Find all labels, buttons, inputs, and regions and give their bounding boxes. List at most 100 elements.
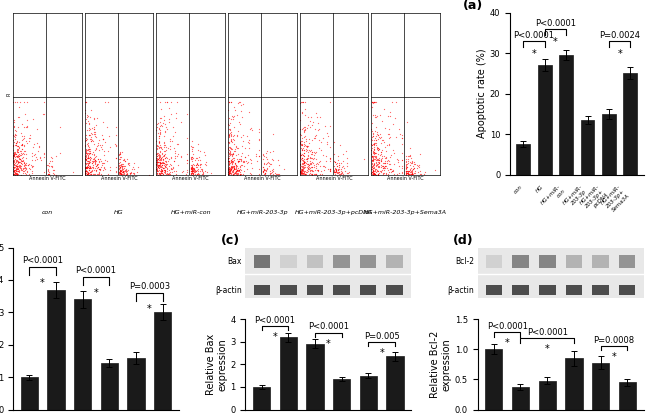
Point: [157, 162, 167, 168]
Point: [307, 163, 317, 170]
Point: [258, 167, 268, 174]
Point: [227, 115, 238, 122]
Point: [368, 171, 378, 178]
Point: [81, 165, 92, 171]
Point: [116, 168, 126, 175]
Point: [157, 169, 167, 176]
Point: [93, 140, 103, 146]
Point: [372, 145, 383, 151]
Point: [367, 133, 377, 140]
Bar: [333, 379, 350, 410]
Point: [367, 164, 377, 171]
Point: [371, 133, 382, 139]
Point: [397, 134, 408, 141]
Point: [296, 169, 306, 176]
Point: [303, 149, 313, 155]
Point: [188, 150, 199, 157]
Point: [336, 166, 346, 172]
Point: [91, 122, 101, 128]
Point: [302, 155, 312, 162]
Point: [154, 144, 164, 151]
Point: [153, 135, 164, 141]
Point: [227, 159, 237, 166]
Point: [258, 152, 268, 159]
Point: [310, 133, 320, 140]
Point: [273, 156, 283, 163]
Point: [385, 154, 395, 161]
Point: [27, 153, 37, 159]
X-axis label: Annexin V-FITC: Annexin V-FITC: [172, 176, 209, 181]
Point: [294, 169, 305, 176]
Point: [230, 169, 240, 176]
Point: [153, 163, 164, 170]
Point: [162, 155, 172, 161]
Point: [335, 141, 346, 148]
Text: *: *: [618, 49, 622, 59]
Point: [373, 160, 384, 166]
Point: [165, 169, 176, 176]
Point: [402, 119, 413, 126]
Point: [231, 167, 242, 174]
Point: [239, 158, 249, 164]
Point: [325, 144, 335, 151]
Point: [296, 147, 307, 154]
Point: [80, 168, 90, 175]
Point: [187, 170, 198, 177]
Point: [186, 155, 196, 161]
Point: [382, 142, 392, 149]
Point: [118, 161, 129, 167]
Point: [224, 171, 235, 178]
Point: [85, 107, 96, 113]
Point: [332, 168, 342, 175]
Point: [17, 151, 27, 158]
Point: [335, 168, 346, 175]
Point: [233, 158, 243, 165]
Point: [30, 150, 40, 157]
Point: [373, 171, 384, 178]
Point: [224, 139, 235, 146]
Point: [81, 156, 91, 163]
Point: [153, 165, 164, 171]
Point: [155, 156, 166, 163]
Point: [159, 168, 170, 174]
Point: [79, 167, 90, 174]
Point: [259, 170, 270, 176]
Point: [14, 161, 24, 168]
Point: [226, 98, 236, 105]
Point: [274, 171, 284, 177]
Point: [296, 146, 307, 153]
Point: [235, 171, 245, 178]
Point: [227, 158, 237, 165]
Point: [19, 133, 29, 139]
Point: [373, 163, 384, 169]
Point: [317, 151, 328, 158]
Point: [368, 167, 378, 174]
Point: [13, 143, 23, 150]
Point: [366, 166, 376, 173]
Point: [160, 121, 170, 127]
Point: [81, 148, 91, 154]
Point: [330, 159, 340, 166]
Point: [80, 153, 90, 160]
Point: [14, 144, 24, 150]
Point: [298, 167, 309, 174]
Point: [187, 166, 197, 173]
Point: [12, 167, 23, 174]
Point: [153, 164, 163, 171]
Point: [370, 155, 380, 162]
Point: [413, 163, 423, 169]
Point: [16, 157, 26, 164]
Text: Bcl-2: Bcl-2: [455, 257, 474, 266]
Point: [381, 154, 391, 161]
Point: [225, 160, 235, 167]
Point: [86, 158, 97, 165]
Point: [333, 170, 343, 176]
Point: [367, 158, 378, 165]
Point: [99, 165, 109, 171]
Point: [307, 170, 317, 177]
Point: [83, 171, 93, 178]
Point: [234, 166, 244, 173]
Point: [90, 157, 100, 163]
Point: [322, 141, 332, 148]
Point: [230, 148, 240, 155]
